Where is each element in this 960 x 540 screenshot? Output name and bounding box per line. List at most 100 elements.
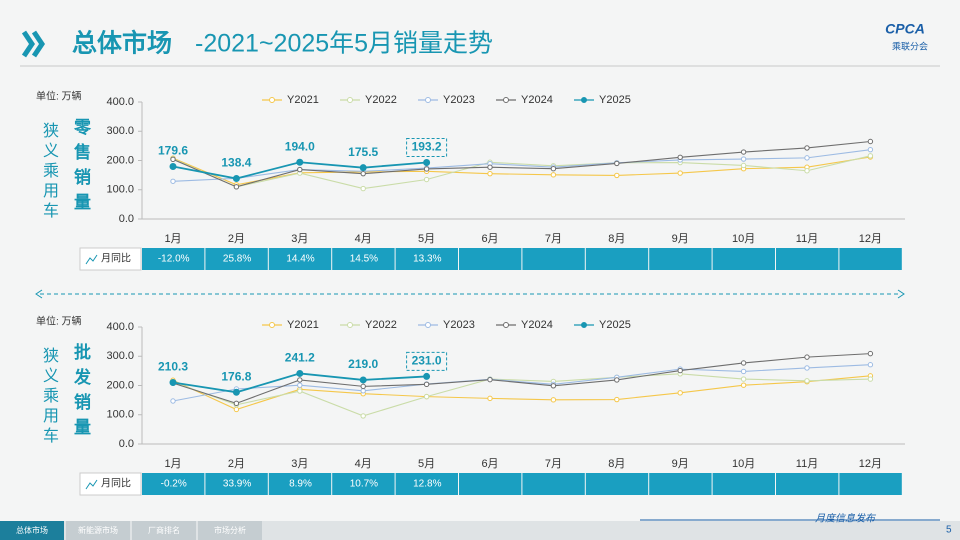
footer-tab-label: 总体市场 (16, 525, 48, 535)
data-point (677, 390, 683, 396)
data-point (360, 383, 366, 390)
series-line (172, 156, 871, 186)
data-point (804, 354, 810, 360)
data-point (423, 372, 431, 380)
page-number: 5 (946, 525, 952, 536)
y-tick-label: 0.0 (119, 438, 134, 450)
x-tick-label: 3月 (291, 458, 308, 470)
data-point (677, 170, 683, 176)
data-label: 241.2 (285, 351, 315, 365)
footer-tab (66, 521, 130, 540)
yoy-cell (205, 248, 268, 270)
data-point (614, 396, 620, 403)
data-point (232, 388, 240, 396)
data-point (550, 172, 557, 178)
yoy-cell (205, 473, 268, 495)
series-line (172, 375, 871, 411)
data-point (233, 400, 240, 407)
legend-marker (347, 322, 353, 328)
data-point (297, 382, 303, 388)
yoy-cell (395, 248, 458, 270)
data-label: 210.3 (158, 360, 188, 374)
legend-label: Y2022 (365, 319, 397, 331)
data-point (297, 166, 303, 173)
footer-tab (132, 521, 196, 540)
data-label: 176.8 (221, 369, 251, 383)
data-point (867, 376, 874, 382)
data-point (360, 170, 366, 177)
series-line (172, 140, 871, 188)
data-point (297, 377, 303, 383)
legend-marker (425, 97, 431, 103)
x-tick-label: 11月 (796, 233, 818, 245)
data-point (677, 367, 683, 374)
yoy-cell (332, 248, 395, 270)
yoy-cell (776, 473, 839, 495)
data-point (487, 170, 493, 177)
yoy-cell (776, 248, 839, 270)
data-point (360, 413, 366, 419)
chevron-icon (21, 30, 46, 58)
yoy-value: 10.7% (350, 479, 378, 490)
data-point (170, 156, 176, 163)
footer-tab-label: 新能源市场 (78, 525, 118, 535)
data-label: 175.5 (348, 145, 378, 159)
footer-tab (0, 521, 64, 540)
logo-sub: 乘联分会 (892, 40, 928, 51)
yoy-cell (522, 248, 585, 270)
legend-label: Y2023 (443, 319, 475, 331)
data-point (359, 164, 367, 172)
data-point (297, 388, 303, 394)
yoy-cell (649, 473, 712, 495)
x-tick-label: 6月 (481, 233, 498, 245)
data-point (867, 350, 874, 357)
data-point (614, 160, 620, 167)
yoy-cell (839, 473, 902, 495)
data-point (867, 138, 874, 145)
footer-tab-label: 厂商排名 (148, 525, 180, 535)
data-point (740, 149, 747, 155)
legend-marker (425, 322, 431, 328)
side-label: 狭义乘用车 (40, 347, 57, 447)
divider-arrows (35, 289, 905, 299)
data-point (804, 168, 810, 174)
legend-label: Y2021 (287, 319, 319, 331)
yoy-cell (268, 473, 332, 495)
yoy-label: 月同比 (101, 478, 131, 490)
x-tick-label: 9月 (672, 458, 689, 470)
data-point (233, 406, 240, 413)
yoy-value: 14.5% (350, 254, 378, 265)
data-point (170, 398, 176, 404)
x-tick-label: 3月 (291, 233, 308, 245)
x-tick-label: 8月 (608, 233, 625, 245)
x-tick-label: 10月 (732, 458, 755, 470)
legend-label: Y2025 (599, 94, 631, 106)
yoy-cell (522, 473, 585, 495)
legend-label: Y2023 (443, 94, 475, 106)
legend-label: Y2022 (365, 94, 397, 106)
yoy-icon (85, 254, 98, 265)
yoy-value: 13.3% (413, 254, 441, 265)
data-point (487, 395, 493, 402)
y-tick-label: 300.0 (106, 125, 134, 137)
yoy-value: -0.2% (161, 479, 187, 490)
logo: CPCA (885, 21, 925, 37)
y-tick-label: 300.0 (106, 350, 134, 362)
legend-marker (503, 322, 509, 328)
data-point (740, 368, 747, 375)
legend-marker (581, 97, 587, 103)
data-point (867, 362, 874, 368)
yoy-icon (85, 479, 98, 490)
yoy-value: -12.0% (158, 254, 190, 265)
legend-marker (581, 322, 587, 328)
data-point (740, 360, 747, 366)
metric-label: 零售销量 (71, 118, 90, 218)
yoy-cell (712, 473, 775, 495)
yoy-cell (459, 248, 522, 270)
data-point (296, 158, 304, 166)
series-line (172, 373, 871, 417)
legend-label: Y2024 (521, 319, 553, 331)
yoy-cell (268, 248, 332, 270)
